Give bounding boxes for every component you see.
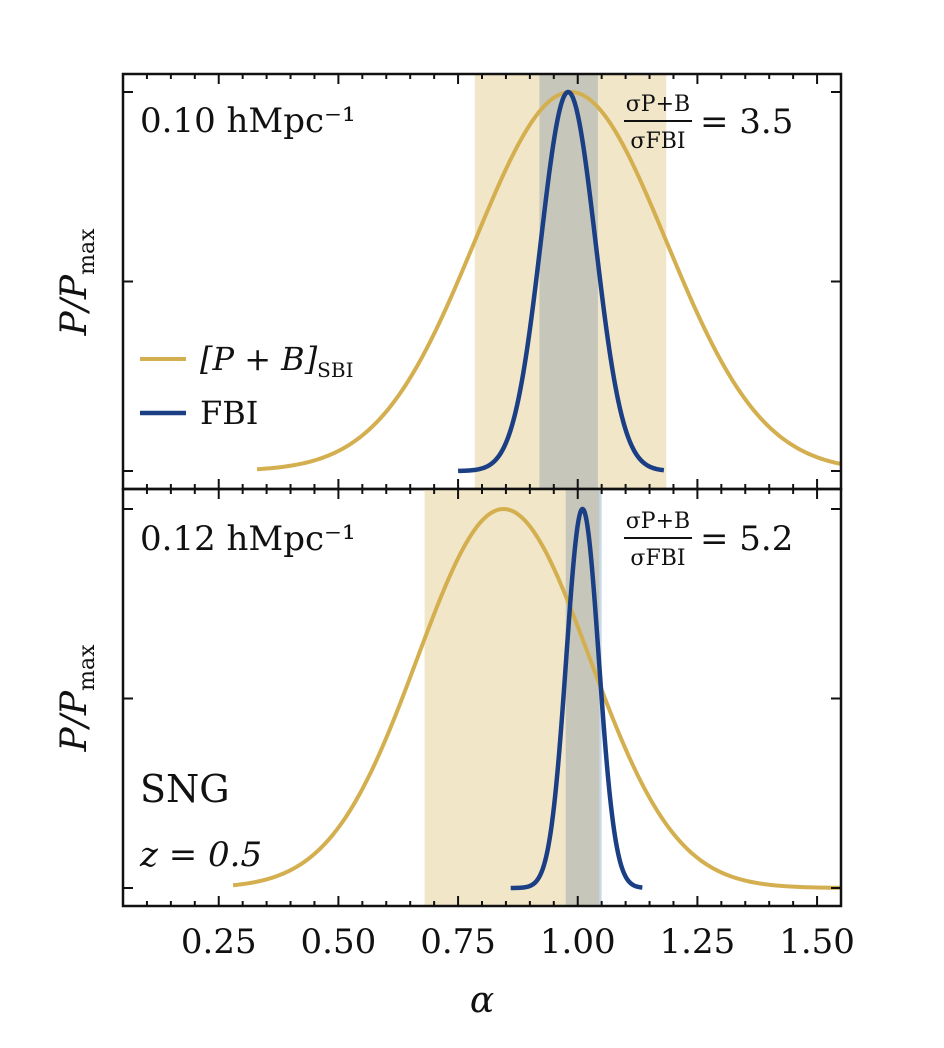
x-tick-label: 1.50	[779, 922, 855, 962]
band-overlap	[539, 74, 598, 489]
x-tick-label: 1.00	[540, 922, 616, 962]
panel-top-ratio-denominator: σFBI	[630, 129, 685, 154]
panel-top-ratio-numerator: σP+B	[626, 92, 690, 117]
panel-bottom-frame	[121, 487, 843, 908]
panel-bottom-ratio-denominator: σFBI	[630, 546, 685, 571]
x-tick-label: 0.25	[181, 922, 257, 962]
annotation-redshift: z = 0.5	[139, 835, 262, 875]
panel-bottom-sbi-line	[232, 507, 842, 890]
panel-bottom: 0.12 hMpc⁻¹ σP+B σFBI = 5.2 SNG z = 0.5 …	[54, 487, 843, 908]
panel-top-ratio-value: = 3.5	[700, 102, 793, 142]
panel-bottom-fbi-line	[510, 506, 643, 891]
x-tick-label: 1.25	[660, 922, 736, 962]
legend: [P + B]SBI FBI	[140, 340, 353, 432]
legend-label-sbi: [P + B]SBI	[200, 340, 353, 382]
x-axis-title: α	[470, 980, 494, 1021]
panel-bottom-ratio-numerator: σP+B	[626, 509, 690, 534]
panel-bottom-ylabel: P/Pmax	[54, 644, 100, 753]
panel-top-scale-label: 0.10 hMpc⁻¹	[140, 101, 356, 141]
annotation-sng: SNG	[140, 767, 230, 811]
panel-top-ratio: σP+B σFBI = 3.5	[624, 92, 793, 154]
panel-bottom-scale-label: 0.12 hMpc⁻¹	[140, 519, 356, 559]
panel-top: 0.10 hMpc⁻¹ σP+B σFBI = 3.5 [P + B]SBI F…	[54, 72, 843, 491]
panel-top-sbi-line	[256, 89, 842, 472]
x-tick-label: 0.50	[301, 922, 377, 962]
panel-top-fbi-line	[458, 89, 665, 474]
legend-label-fbi: FBI	[200, 394, 258, 432]
panel-bottom-ratio: σP+B σFBI = 5.2	[624, 509, 793, 571]
x-tick-label: 0.75	[420, 922, 496, 962]
panel-bottom-ratio-value: = 5.2	[700, 519, 793, 559]
x-tick-labels: 0.25 0.50 0.75 1.00 1.25 1.50	[181, 922, 855, 962]
panel-top-bands	[474, 74, 667, 489]
panel-top-ylabel: P/Pmax	[54, 228, 100, 337]
band-overlap	[565, 489, 600, 906]
